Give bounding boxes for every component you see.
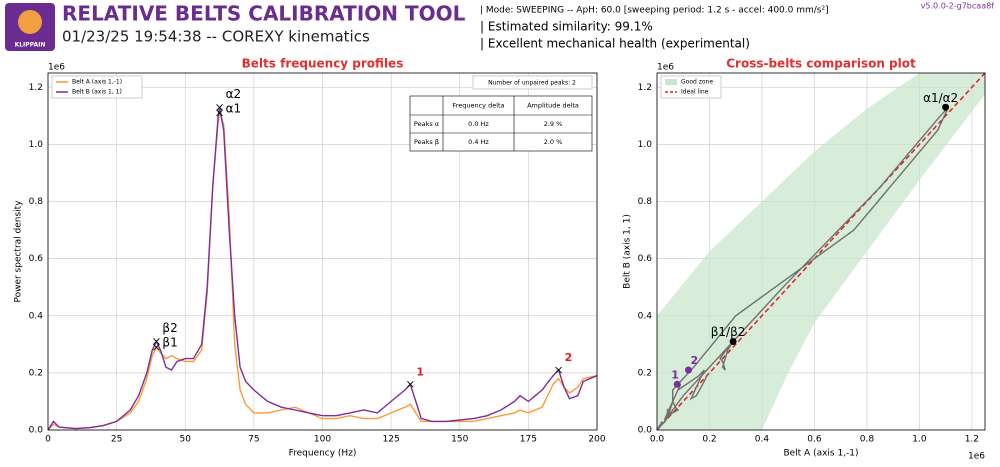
point-label: 2 — [690, 354, 698, 367]
ideal-line — [656, 72, 986, 431]
x-tick-label: 75 — [248, 435, 259, 445]
unpaired-note: Number of unpaired peaks: 2 — [488, 80, 576, 87]
subtitle: 01/23/25 19:54:38 -- COREXY kinematics — [62, 28, 370, 46]
x-axis-label: Frequency (Hz) — [289, 449, 357, 459]
peak-marker — [407, 380, 414, 388]
y-tick-label: 1.0 — [29, 140, 44, 150]
x-tick-label: 200 — [588, 435, 605, 445]
legend-box — [51, 75, 143, 99]
peak-label: β2 — [162, 321, 177, 335]
legend-swatch — [665, 79, 677, 85]
y-multiplier: 1e6 — [48, 63, 65, 73]
peak-point — [684, 366, 692, 374]
peak-marker — [153, 343, 160, 351]
version: v5.0.0-2-g7bcaa8f — [921, 2, 994, 11]
plot-frame — [47, 72, 598, 431]
x-tick-label: 0 — [45, 435, 51, 445]
y-tick-label: 0.2 — [29, 368, 43, 378]
peak-point — [942, 103, 950, 111]
chart-title: Cross-belts comparison plot — [726, 57, 916, 71]
plot-frame — [656, 72, 986, 431]
peak-label: 2 — [565, 351, 573, 364]
x-tick-label: 150 — [451, 435, 468, 445]
table — [409, 95, 593, 152]
y-tick-label: 0.0 — [638, 426, 653, 436]
peak-marker — [216, 103, 223, 111]
chart-title: Belts frequency profiles — [242, 57, 404, 71]
y-tick-label: 0.6 — [638, 254, 653, 264]
peak-point — [673, 380, 681, 388]
y-tick-label: 0.4 — [29, 311, 44, 321]
y-tick-label: 0.6 — [29, 254, 44, 264]
cross-belt-line — [656, 106, 949, 431]
point-label: α1/α2 — [923, 91, 958, 105]
y-multiplier: 1e6 — [657, 63, 674, 73]
table-header: Frequency delta — [452, 102, 504, 110]
legend-label: Belt B (axis 1, 1) — [72, 89, 122, 96]
x-tick-label: 0.4 — [755, 435, 770, 445]
point-label: 1 — [671, 368, 679, 381]
peak-label: β1 — [162, 336, 177, 350]
x-tick-label: 1.2 — [965, 435, 979, 445]
x-tick-label: 125 — [383, 435, 400, 445]
info-line: | Excellent mechanical health (experimen… — [480, 37, 750, 51]
peak-label: α2 — [226, 87, 242, 101]
table-cell: Peaks α — [414, 120, 439, 128]
peak-label: α1 — [226, 101, 242, 115]
legend-label: Belt A (axis 1,-1) — [72, 79, 122, 86]
x-tick-label: 175 — [520, 435, 537, 445]
y-tick-label: 0.8 — [29, 197, 44, 207]
peak-label: 1 — [416, 365, 424, 378]
y-axis-label: Power spectral density — [14, 200, 24, 303]
legend-label: Good zone — [681, 79, 713, 86]
x-tick-label: 100 — [314, 435, 331, 445]
table-cell: 0.0 Hz — [468, 120, 489, 128]
info-line: | Mode: SWEEPING -- ApH: 60.0 [sweeping … — [480, 6, 829, 16]
x-tick-label: 0.8 — [860, 435, 875, 445]
y-tick-label: 0.2 — [638, 368, 652, 378]
logo-icon — [18, 10, 42, 34]
legend-label: Ideal line — [681, 89, 709, 96]
x-tick-label: 1.0 — [912, 435, 927, 445]
info-line: | Estimated similarity: 99.1% — [480, 20, 653, 34]
x-tick-label: 25 — [111, 435, 122, 445]
series-line — [47, 107, 598, 431]
table-cell: Peaks β — [414, 138, 439, 146]
peak-point — [729, 337, 737, 345]
y-tick-label: 0.4 — [638, 311, 653, 321]
table-cell: 0.4 Hz — [468, 138, 489, 146]
peak-marker — [153, 338, 160, 345]
series-line — [47, 110, 598, 431]
x-tick-label: 0.0 — [650, 435, 665, 445]
title: RELATIVE BELTS CALIBRATION TOOL — [62, 2, 466, 26]
y-axis-label: Belt B (axis 1, 1) — [623, 214, 633, 289]
x-tick-label: 0.6 — [807, 435, 822, 445]
y-tick-label: 1.2 — [638, 83, 652, 93]
peak-marker — [216, 109, 223, 117]
point-label: β1/β2 — [711, 325, 746, 339]
logo-text: KLIPPAIN — [15, 42, 46, 49]
table-cell: 2.0 % — [544, 138, 563, 146]
peak-marker — [555, 366, 562, 374]
y-tick-label: 0.8 — [638, 197, 653, 207]
x-tick-label: 0.2 — [702, 435, 716, 445]
y-tick-label: 1.0 — [638, 140, 653, 150]
note-box — [472, 75, 593, 90]
x-tick-label: 50 — [180, 435, 192, 445]
x-multiplier: 1e6 — [968, 452, 985, 462]
table-header: Amplitude delta — [527, 102, 579, 110]
y-tick-label: 0.0 — [29, 426, 44, 436]
x-axis-label: Belt A (axis 1,-1) — [783, 449, 858, 459]
y-tick-label: 1.2 — [29, 83, 43, 93]
table-cell: 2.9 % — [544, 120, 563, 128]
